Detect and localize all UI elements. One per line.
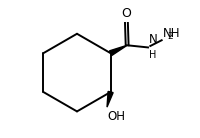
Text: H: H — [149, 50, 156, 60]
Text: N: N — [149, 33, 157, 46]
Text: 2: 2 — [168, 32, 173, 41]
Text: O: O — [121, 7, 131, 20]
Polygon shape — [109, 45, 127, 55]
Polygon shape — [107, 91, 113, 107]
Text: NH: NH — [162, 26, 180, 39]
Text: OH: OH — [108, 110, 126, 123]
